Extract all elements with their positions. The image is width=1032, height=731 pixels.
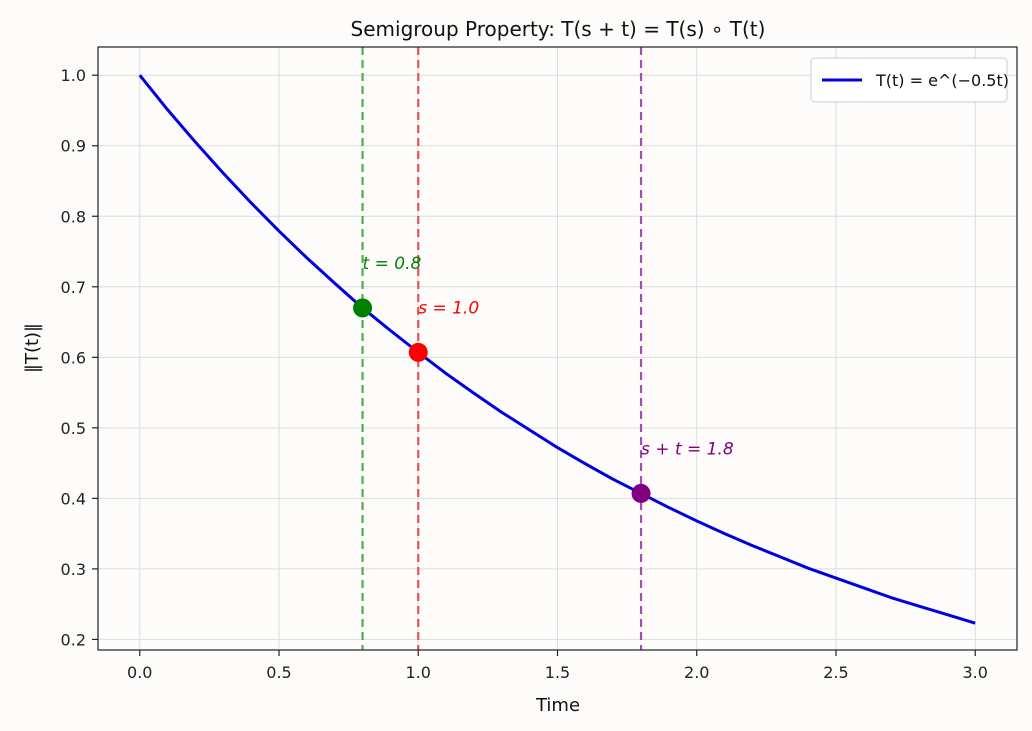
legend: T(t) = e^(−0.5t) [810,57,1009,103]
y-axis-label: ‖T(t)‖ [22,323,43,373]
chart-title: Semigroup Property: T(s + t) = T(s) ∘ T(… [351,17,766,41]
y-tick-label: 0.5 [61,419,86,438]
y-tick-label: 0.4 [61,489,86,508]
y-tick-label: 0.7 [61,278,86,297]
point-annotation: s = 1.0 [418,299,479,319]
marker-layer [353,298,651,503]
x-tick-label: 2.0 [684,663,709,682]
y-tick-label: 0.8 [61,207,86,226]
x-tick-label: 1.5 [545,663,570,682]
point-annotation: s + t = 1.8 [641,440,734,460]
x-tick-label: 0.5 [266,663,291,682]
legend-box [810,57,1008,103]
highlight-point [408,342,428,362]
y-tick-label: 0.2 [61,630,86,649]
y-tick-label: 1.0 [61,66,86,85]
point-annotation: t = 0.8 [363,254,422,274]
y-tick-label: 0.3 [61,560,86,579]
y-tick-label: 0.9 [61,137,86,156]
x-tick-label: 1.0 [406,663,431,682]
y-axis-ticks: 0.2 0.3 0.4 0.5 0.6 0.7 0.8 0.9 1.0 [61,66,98,649]
y-tick-label: 0.6 [61,348,86,367]
series-line [138,74,976,625]
highlight-point [353,298,373,318]
annotation-layer: t = 0.8 s = 1.0 s + t = 1.8 [363,254,734,459]
x-axis-ticks: 0.0 0.5 1.0 1.5 2.0 2.5 3.0 [127,650,988,682]
series-layer [138,74,976,625]
x-tick-label: 2.5 [823,663,848,682]
legend-entry-label: T(t) = e^(−0.5t) [875,71,1009,90]
highlight-point [631,483,651,503]
x-tick-label: 3.0 [963,663,988,682]
x-axis-label: Time [535,695,580,716]
x-tick-label: 0.0 [127,663,152,682]
